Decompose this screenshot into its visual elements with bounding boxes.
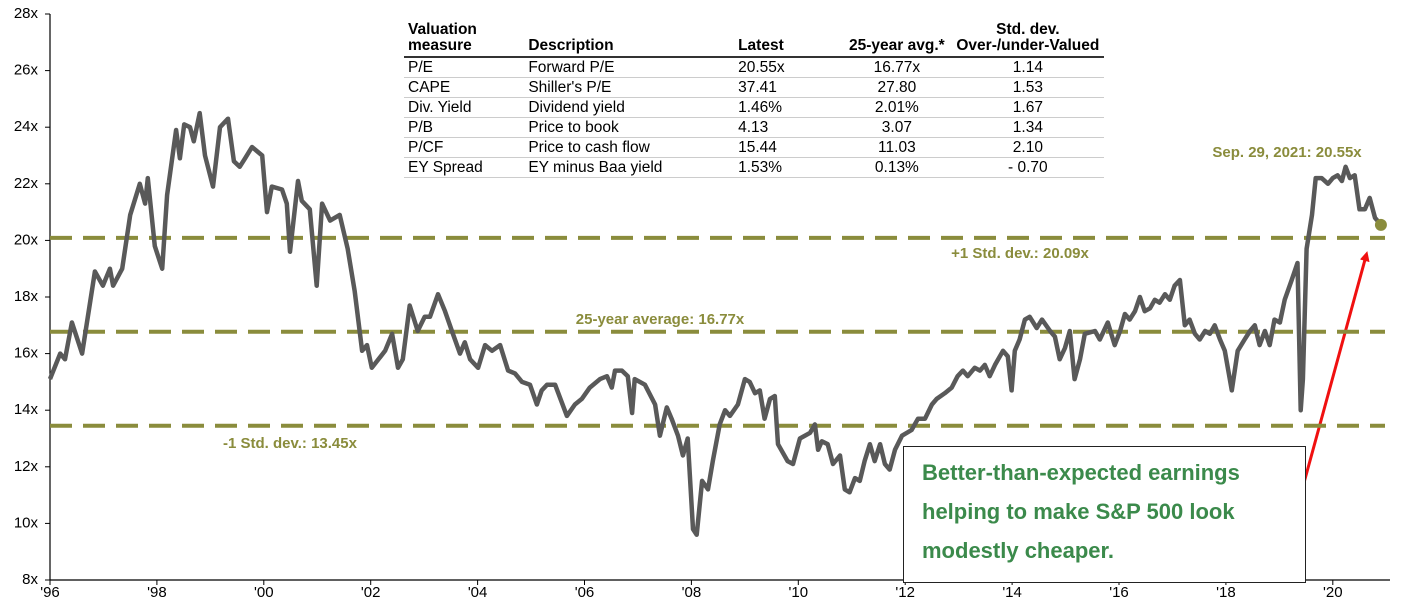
- table-row: EY Spread EY minus Baa yield 1.53% 0.13% - 0…: [404, 157, 1104, 178]
- table-cell: 1.14: [951, 57, 1104, 78]
- x-tick-label: '06: [575, 584, 595, 601]
- table-header: Latest: [734, 22, 843, 58]
- endpoint-marker: [1374, 218, 1387, 231]
- table-cell: Dividend yield: [524, 97, 735, 118]
- endpoint-label: Sep. 29, 2021: 20.55x: [1212, 144, 1362, 161]
- table-cell: 3.07: [842, 117, 952, 138]
- x-tick-label: '08: [682, 584, 702, 601]
- table-cell: 15.44: [734, 137, 843, 158]
- table-cell: Price to book: [524, 117, 735, 138]
- table-row: P/B Price to book 4.13 3.07 1.34: [404, 117, 1104, 138]
- y-tick-label: 26x: [14, 62, 39, 79]
- y-tick-label: 18x: [14, 288, 39, 305]
- table-header: 25-year avg.*: [842, 22, 952, 58]
- table-cell: 0.13%: [842, 157, 952, 178]
- table-cell: 1.67: [951, 97, 1104, 118]
- table-cell: 1.53: [951, 77, 1104, 98]
- valuation-table: Valuation measure Description Latest 25-yea…: [400, 22, 1106, 178]
- table-cell: 11.03: [842, 137, 952, 158]
- y-tick-label: 22x: [14, 175, 39, 192]
- x-tick-label: '96: [40, 584, 60, 601]
- reference-label: 25-year average: 16.77x: [576, 311, 745, 328]
- table-cell: 37.41: [734, 77, 843, 98]
- x-tick-label: '12: [895, 584, 915, 601]
- table-cell: Price to cash flow: [524, 137, 735, 158]
- table-cell: Forward P/E: [524, 57, 735, 78]
- table-cell: CAPE: [404, 77, 525, 98]
- x-tick-label: '02: [361, 584, 381, 601]
- table-cell: P/B: [404, 117, 525, 138]
- y-tick-label: 24x: [14, 118, 39, 135]
- x-tick-label: '14: [1002, 584, 1022, 601]
- table-header: Std. dev. Over-/under-Valued: [951, 22, 1104, 58]
- y-tick-label: 16x: [14, 345, 39, 362]
- reference-label: -1 Std. dev.: 13.45x: [223, 435, 358, 452]
- x-tick-label: '10: [789, 584, 809, 601]
- table-cell: 4.13: [734, 117, 843, 138]
- table-cell: 2.01%: [842, 97, 952, 118]
- y-tick-label: 12x: [14, 458, 39, 475]
- table-header: Description: [524, 22, 735, 58]
- x-tick-label: '18: [1216, 584, 1236, 601]
- table-cell: Div. Yield: [404, 97, 525, 118]
- table-row: P/E Forward P/E 20.55x 16.77x 1.14: [404, 57, 1104, 78]
- reference-label: +1 Std. dev.: 20.09x: [951, 245, 1089, 262]
- table-cell: EY Spread: [404, 157, 525, 178]
- table-cell: Shiller's P/E: [524, 77, 735, 98]
- callout-arrow: [1300, 251, 1370, 491]
- x-tick-label: '16: [1109, 584, 1129, 601]
- callout-text: Better-than-expected earnings helping to…: [922, 460, 1240, 563]
- table-cell: 1.53%: [734, 157, 843, 178]
- table-cell: P/CF: [404, 137, 525, 158]
- x-tick-label: '20: [1323, 584, 1343, 601]
- table-cell: P/E: [404, 57, 525, 78]
- table-cell: 2.10: [951, 137, 1104, 158]
- table-header: Valuation measure: [404, 22, 525, 58]
- table-header-row: Valuation measure Description Latest 25-yea…: [404, 22, 1104, 58]
- y-tick-label: 28x: [14, 5, 39, 22]
- table-cell: 1.34: [951, 117, 1104, 138]
- table-row: CAPE Shiller's P/E 37.41 27.80 1.53: [404, 77, 1104, 98]
- table-cell: EY minus Baa yield: [524, 157, 735, 178]
- table-cell: 27.80: [842, 77, 952, 98]
- table-cell: - 0.70: [951, 157, 1104, 178]
- x-tick-label: '98: [147, 584, 167, 601]
- x-tick-label: '04: [468, 584, 488, 601]
- table-row: Div. Yield Dividend yield 1.46% 2.01% 1.67: [404, 97, 1104, 118]
- table-row: P/CF Price to cash flow 15.44 11.03 2.10: [404, 137, 1104, 158]
- table-cell: 16.77x: [842, 57, 952, 78]
- y-tick-label: 14x: [14, 401, 39, 418]
- y-tick-label: 10x: [14, 514, 39, 531]
- pe-line: [47, 110, 1383, 537]
- table-cell: 20.55x: [734, 57, 843, 78]
- callout-box: Better-than-expected earnings helping to…: [903, 446, 1306, 583]
- y-tick-label: 20x: [14, 231, 39, 248]
- table: Valuation measure Description Latest 25-yea…: [404, 22, 1104, 178]
- y-tick-label: 8x: [22, 571, 38, 588]
- table-cell: 1.46%: [734, 97, 843, 118]
- x-tick-label: '00: [254, 584, 274, 601]
